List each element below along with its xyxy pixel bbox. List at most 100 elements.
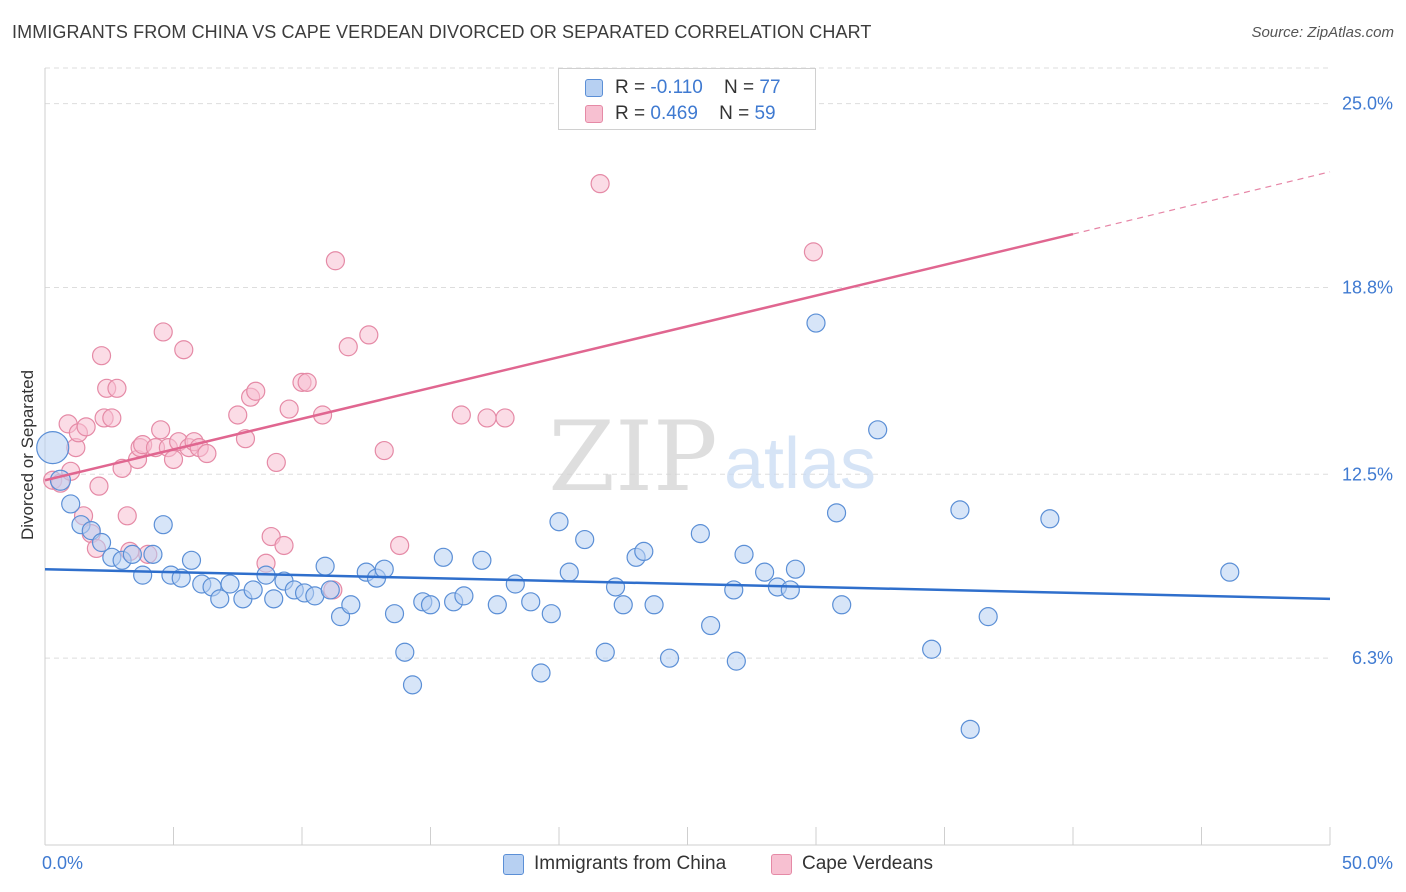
china-point [521, 592, 541, 612]
legend-china-swatch [503, 854, 524, 875]
china-point [91, 532, 112, 553]
cape-verdeans-point [89, 476, 109, 496]
cv-n-label: N = [719, 103, 750, 124]
china-point [785, 559, 806, 579]
legend-cv-swatch [771, 854, 792, 875]
cape-verdeans-point [266, 452, 286, 473]
china-point [320, 580, 340, 600]
china-point [472, 550, 492, 570]
cape-verdeans-point [279, 399, 299, 419]
cape-verdeans-point [495, 408, 515, 428]
china-r-label: R = [615, 77, 646, 98]
cape-verdeans-point [91, 346, 112, 366]
china-point [960, 719, 980, 739]
china-point [780, 580, 800, 600]
china-point [143, 544, 163, 564]
china-point [868, 420, 888, 440]
y-tick-label: 18.8% [1342, 277, 1393, 297]
china-point [49, 469, 72, 491]
china-swatch [585, 79, 603, 97]
china-point [122, 544, 142, 564]
china-point [433, 547, 453, 567]
china-point [61, 494, 81, 514]
cape-verdeans-point [590, 174, 610, 194]
x-tick-label: 50.0% [1342, 853, 1393, 873]
china-point [341, 595, 361, 615]
china-point [826, 503, 847, 523]
cv-r-value: 0.469 [650, 103, 698, 124]
china-point [1040, 509, 1060, 529]
cape-verdeans-trend-extension [1072, 171, 1331, 235]
china-points [36, 313, 1240, 739]
china-point [690, 524, 710, 544]
watermark: ZIP atlas [548, 401, 876, 513]
cape-verdeans-point [102, 408, 122, 428]
cape-verdeans-point [325, 251, 346, 271]
cape-verdeans-point [390, 535, 410, 556]
cape-verdeans-point [174, 340, 194, 360]
trend-lines [44, 171, 1331, 601]
china-point [724, 580, 744, 600]
china-point [374, 559, 394, 579]
china-point [1220, 562, 1240, 582]
watermark-atlas: atlas [724, 424, 876, 504]
china-point [659, 648, 680, 668]
y-tick-label: 6.3% [1352, 648, 1393, 668]
legend: Immigrants from China Cape Verdeans [0, 852, 1406, 878]
cape-verdeans-swatch [585, 105, 603, 123]
china-point [36, 431, 70, 465]
china-r-value: -0.110 [650, 77, 703, 98]
cape-verdeans-point [297, 372, 317, 392]
china-point [541, 604, 561, 624]
china-point [505, 574, 525, 594]
china-point [832, 595, 852, 615]
cape-verdeans-point [359, 325, 379, 345]
cape-verdeans-point [151, 420, 171, 440]
cv-n-value: 59 [754, 103, 776, 124]
china-point [605, 577, 626, 597]
cape-verdeans-point [163, 449, 184, 470]
china-point [395, 642, 415, 662]
cv-r-label: R = [615, 103, 646, 124]
china-point [243, 580, 263, 600]
cape-verdeans-point [338, 337, 358, 357]
china-point [634, 541, 654, 562]
cape-verdeans-point [107, 378, 127, 398]
cape-verdeans-point [274, 535, 294, 556]
tick-labels: 6.3% 12.5% 18.8% 25.0% 0.0% 50.0% [42, 94, 1393, 873]
china-point [210, 589, 230, 609]
china-point [754, 562, 775, 582]
china-trend-line [44, 567, 1331, 601]
watermark-zip: ZIP [548, 401, 717, 513]
china-point [549, 512, 569, 532]
china-n-label: N = [723, 77, 755, 98]
china-point [420, 595, 441, 615]
china-point [384, 604, 405, 624]
grid-lines [45, 67, 1330, 659]
china-point [531, 663, 551, 683]
china-point [950, 500, 970, 520]
chart-source: Source: ZipAtlas.com [1251, 24, 1394, 41]
china-point [595, 642, 615, 662]
china-point [978, 607, 998, 627]
china-point [726, 651, 746, 671]
china-point [922, 639, 942, 659]
china-point [559, 562, 579, 582]
chart-title: IMMIGRANTS FROM CHINA VS CAPE VERDEAN DI… [12, 22, 872, 42]
cape-verdeans-point [246, 381, 266, 401]
cape-verdeans-point [153, 322, 173, 342]
cape-verdeans-point [477, 408, 497, 428]
china-point [133, 565, 153, 585]
china-n-value: 77 [759, 77, 781, 98]
china-point [644, 595, 664, 615]
china-point [454, 586, 474, 606]
cape-verdeans-point [76, 417, 96, 437]
cape-verdeans-point [803, 242, 824, 262]
china-point [806, 313, 826, 333]
y-tick-label: 12.5% [1342, 464, 1393, 484]
china-point [734, 544, 754, 564]
stats-box: R = -0.110 N = 77 R = 0.469 N = 59 [558, 68, 816, 130]
legend-china-label: Immigrants from China [534, 853, 727, 874]
china-point [220, 574, 240, 594]
